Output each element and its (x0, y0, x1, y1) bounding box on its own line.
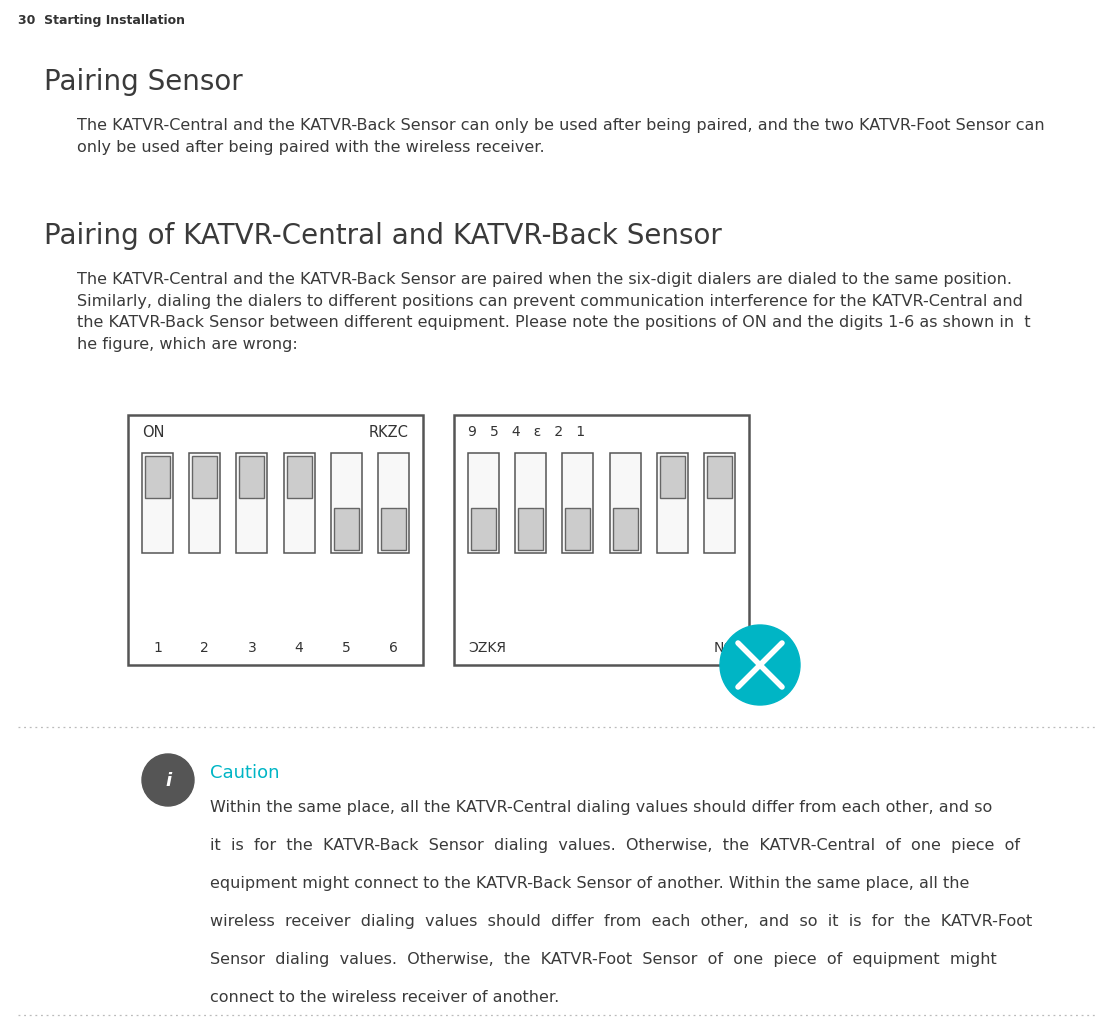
Bar (515, 453, 546, 553)
Text: 30  Starting Installation: 30 Starting Installation (18, 14, 185, 27)
Text: 3: 3 (248, 641, 256, 655)
Bar (518, 508, 543, 550)
Text: i: i (165, 772, 171, 790)
Bar (190, 453, 220, 553)
Bar (378, 453, 409, 553)
Bar (333, 508, 359, 550)
Bar (704, 453, 735, 553)
Text: Caution: Caution (210, 764, 280, 781)
Bar (707, 456, 733, 498)
Text: Sensor  dialing  values.  Otherwise,  the  KATVR-Foot  Sensor  of  one  piece  o: Sensor dialing values. Otherwise, the KA… (210, 952, 997, 967)
Bar (562, 453, 593, 553)
Bar (657, 453, 688, 553)
Bar (331, 453, 361, 553)
Text: RKZC: RKZC (369, 425, 409, 440)
Text: Within the same place, all the KATVR-Central dialing values should differ from e: Within the same place, all the KATVR-Cen… (210, 800, 992, 814)
Bar (192, 456, 217, 498)
Text: The KATVR-Central and the KATVR-Back Sensor are paired when the six-digit dialer: The KATVR-Central and the KATVR-Back Sen… (77, 272, 1030, 352)
Text: it  is  for  the  KATVR-Back  Sensor  dialing  values.  Otherwise,  the  KATVR-C: it is for the KATVR-Back Sensor dialing … (210, 838, 1020, 853)
Text: 9   5   4   ε   2   1: 9 5 4 ε 2 1 (468, 425, 585, 439)
Bar (145, 456, 169, 498)
Text: 4: 4 (294, 641, 303, 655)
Bar (381, 508, 406, 550)
Text: NO: NO (714, 641, 735, 655)
Bar (142, 453, 173, 553)
Bar (468, 453, 500, 553)
Text: 5: 5 (342, 641, 351, 655)
Text: Pairing Sensor: Pairing Sensor (43, 68, 243, 96)
Circle shape (720, 625, 799, 705)
Bar (610, 453, 641, 553)
Circle shape (142, 754, 194, 806)
Text: ON: ON (142, 425, 165, 440)
Text: 1: 1 (153, 641, 162, 655)
Text: wireless  receiver  dialing  values  should  differ  from  each  other,  and  so: wireless receiver dialing values should … (210, 914, 1032, 929)
Text: ƆZKЯ: ƆZKЯ (468, 641, 506, 655)
Bar (283, 453, 314, 553)
Text: Pairing of KATVR-Central and KATVR-Back Sensor: Pairing of KATVR-Central and KATVR-Back … (43, 222, 721, 250)
Text: equipment might connect to the KATVR-Back Sensor of another. Within the same pla: equipment might connect to the KATVR-Bac… (210, 876, 969, 891)
Text: connect to the wireless receiver of another.: connect to the wireless receiver of anot… (210, 990, 560, 1005)
Text: 2: 2 (201, 641, 210, 655)
Bar (287, 456, 311, 498)
Bar (454, 415, 749, 665)
Text: 6: 6 (389, 641, 398, 655)
Bar (236, 453, 268, 553)
Bar (240, 456, 264, 498)
Bar (660, 456, 685, 498)
Bar (565, 508, 591, 550)
Bar (612, 508, 638, 550)
Text: The KATVR-Central and the KATVR-Back Sensor can only be used after being paired,: The KATVR-Central and the KATVR-Back Sen… (77, 118, 1045, 155)
Bar (128, 415, 423, 665)
Bar (471, 508, 496, 550)
